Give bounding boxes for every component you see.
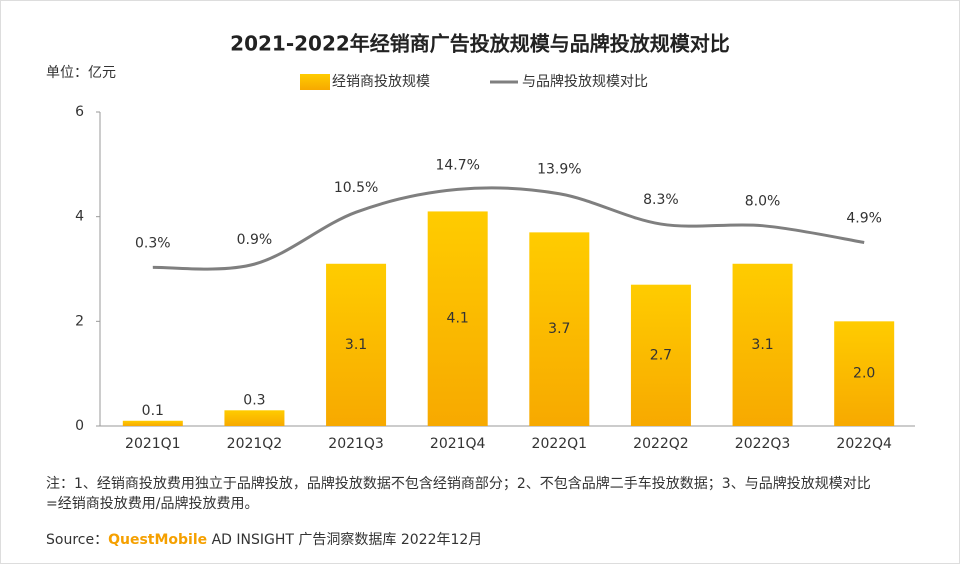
x-tick-label: 2021Q3 [328,436,384,452]
legend-label: 与品牌投放规模对比 [522,73,648,90]
y-tick-label: 2 [75,313,84,329]
bar [529,232,590,426]
bar [224,410,285,426]
x-tick-label: 2021Q1 [125,436,181,452]
note-line: 注：1、经销商投放费用独立于品牌投放，品牌投放数据不包含经销商部分；2、不包含品… [46,475,871,492]
line-value-label: 8.3% [643,192,679,208]
y-tick-label: 0 [75,418,84,434]
x-tick-label: 2021Q2 [227,436,283,452]
legend-label: 经销商投放规模 [332,74,430,90]
note-line: =经销商投放费用/品牌投放费用。 [46,495,258,512]
line [152,186,865,271]
x-tick-label: 2022Q4 [836,436,892,452]
bar [122,420,183,426]
bar-value-label: 3.7 [548,321,570,337]
bar [326,263,387,426]
bar [834,321,895,426]
bar-value-label: 0.1 [142,403,164,419]
bar [427,211,488,426]
line-value-label: 0.9% [237,232,273,248]
source-brand: QuestMobile [108,532,207,548]
line-value-label: 0.3% [135,235,171,251]
note: 注：1、经销商投放费用独立于品牌投放，品牌投放数据不包含经销商部分；2、不包含品… [46,475,875,512]
legend-swatch [300,74,330,90]
bar-value-label: 2.0 [853,366,875,382]
source-prefix: Source： [46,532,108,548]
bar-value-label: 3.1 [345,337,367,353]
unit-label: 单位：亿元 [46,65,116,81]
bar [630,284,691,426]
line-value-label: 10.5% [334,180,378,196]
bar-value-label: 4.1 [447,311,469,327]
x-tick-label: 2022Q3 [735,436,791,452]
bar-value-label: 3.1 [751,337,773,353]
chart-title: 2021-2022年经销商广告投放规模与品牌投放规模对比 [230,32,730,56]
bar [732,263,793,426]
line-value-label: 14.7% [435,157,479,173]
line-value-label: 13.9% [537,162,581,178]
source: Source：QuestMobile AD INSIGHT 广告洞察数据库 20… [46,531,482,548]
line-value-label: 8.0% [745,194,781,210]
bar-value-label: 0.3 [243,392,265,408]
x-tick-label: 2021Q4 [430,436,486,452]
bar-value-label: 2.7 [650,347,672,363]
y-tick-label: 6 [75,104,84,120]
x-tick-label: 2022Q1 [532,436,588,452]
line-value-label: 4.9% [846,210,882,226]
x-tick-label: 2022Q2 [633,436,689,452]
source-rest: AD INSIGHT 广告洞察数据库 2022年12月 [212,531,483,548]
y-tick-label: 4 [75,209,84,225]
